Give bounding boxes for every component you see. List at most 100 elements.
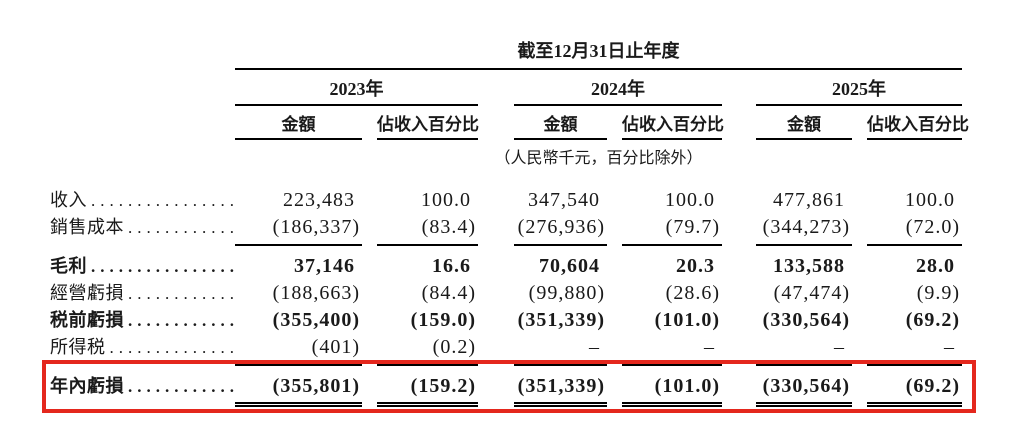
pct-cell: 100.0 — [905, 189, 956, 211]
amount-cell: (276,936) — [514, 214, 607, 246]
period-header-row: 截至12月31日止年度 — [50, 36, 963, 70]
dot-leader: .................................... — [128, 284, 235, 303]
pct-cell: (83.4) — [377, 214, 478, 246]
year-header-row: 2023年 2024年 2025年 — [50, 69, 963, 106]
pct-header-2024: 佔收入百分比 — [622, 105, 724, 140]
financial-table: 截至12月31日止年度 2023年 2024年 2025年 金額 佔收入百分比 … — [50, 36, 969, 407]
spacer — [607, 307, 622, 334]
spacer — [478, 280, 514, 307]
row-cost-of-sales: 銷售成本....................................… — [50, 214, 963, 246]
unit-note: （人民幣千元，百分比除外） — [494, 150, 703, 167]
unit-note-row: （人民幣千元，百分比除外） — [50, 139, 962, 168]
amount-header-2025: 金額 — [756, 105, 852, 140]
spacer — [362, 280, 377, 307]
spacer — [50, 139, 235, 168]
pct-header-2025: 佔收入百分比 — [867, 105, 969, 140]
dot-leader: .................................... — [128, 218, 235, 237]
amount-cell: 37,146 — [294, 255, 355, 277]
amount-cell: 347,540 — [528, 189, 600, 211]
row-label-cell: 銷售成本.................................... — [50, 214, 235, 241]
spacer — [722, 334, 756, 365]
pct-cell: (79.7) — [622, 214, 722, 246]
spacer — [607, 334, 622, 365]
spacer — [478, 105, 514, 139]
amount-cell: – — [756, 334, 852, 366]
spacer — [478, 214, 514, 245]
row-label: 所得税 — [50, 337, 106, 357]
spacer — [852, 105, 867, 139]
amount-cell: 133,588 — [773, 255, 845, 277]
row-label-cell: 收入.................................... — [50, 168, 235, 214]
spacer — [722, 280, 756, 307]
spacer — [362, 307, 377, 334]
amount-cell: (355,801) — [235, 365, 362, 407]
spacer — [478, 307, 514, 334]
row-label-cell: 經營虧損.................................... — [50, 280, 235, 307]
spacer — [852, 307, 867, 334]
year-header-2025: 2025年 — [756, 69, 963, 106]
pct-cell: (9.9) — [916, 282, 961, 304]
row-revenue: 收入.................................... 2… — [50, 168, 962, 214]
amount-cell: (186,337) — [235, 214, 362, 246]
pct-cell: (72.0) — [867, 214, 963, 246]
amount-header-2024: 金額 — [514, 105, 607, 140]
row-label-cell: 税前虧損.................................... — [50, 307, 235, 334]
amount-cell: 477,861 — [773, 189, 845, 211]
spacer — [722, 69, 756, 105]
pct-cell: (101.0) — [654, 309, 720, 331]
pct-cell: (69.2) — [867, 365, 963, 407]
spacer — [478, 168, 514, 214]
spacer — [362, 214, 377, 245]
pct-header-2023: 佔收入百分比 — [377, 105, 479, 140]
pct-cell: (101.0) — [622, 365, 722, 407]
amount-cell: (188,663) — [272, 282, 360, 304]
column-header-row: 金額 佔收入百分比 金額 佔收入百分比 金額 佔收入百分比 — [50, 105, 969, 140]
spacer — [852, 334, 867, 365]
pct-cell: (159.2) — [377, 365, 478, 407]
amount-cell: (351,339) — [514, 365, 607, 407]
spacer — [607, 365, 622, 405]
row-label-cell: 所得税.................................... — [50, 334, 235, 361]
pct-cell: – — [867, 334, 963, 366]
spacer — [852, 280, 867, 307]
spacer — [362, 105, 377, 139]
spacer — [607, 214, 622, 245]
row-label: 銷售成本 — [50, 217, 124, 237]
spacer — [607, 245, 622, 280]
pct-cell: 100.0 — [665, 189, 715, 211]
row-net-loss: 年內虧損....................................… — [50, 365, 963, 407]
row-label: 税前虧損 — [50, 310, 124, 330]
period-header: 截至12月31日止年度 — [235, 36, 963, 70]
spacer — [852, 168, 867, 214]
spacer — [607, 168, 622, 214]
amount-cell: (99,880) — [528, 282, 605, 304]
dot-leader: .................................... — [91, 191, 235, 210]
amount-cell: (355,400) — [272, 309, 360, 331]
spacer — [722, 214, 756, 245]
spacer — [50, 105, 235, 139]
pct-cell: (28.6) — [665, 282, 720, 304]
spacer — [852, 214, 867, 245]
spacer — [607, 105, 622, 139]
spacer — [478, 245, 514, 280]
spacer — [50, 69, 235, 105]
pct-cell: (0.2) — [377, 334, 478, 366]
amount-header-2023: 金額 — [235, 105, 362, 140]
year-header-2024: 2024年 — [514, 69, 722, 106]
amount-cell: (351,339) — [517, 309, 605, 331]
row-label: 毛利 — [50, 256, 87, 276]
spacer — [50, 36, 235, 69]
amount-cell: (344,273) — [756, 214, 852, 246]
spacer — [607, 280, 622, 307]
spacer — [852, 365, 867, 405]
amount-cell: 223,483 — [283, 189, 355, 211]
dot-leader: .................................... — [128, 377, 235, 396]
spacer — [852, 245, 867, 280]
spacer — [362, 245, 377, 280]
row-gross-profit: 毛利.................................... 3… — [50, 245, 962, 280]
dot-leader: .................................... — [128, 311, 235, 330]
spacer — [362, 168, 377, 214]
amount-cell: (330,564) — [762, 309, 850, 331]
row-loss-before-tax: 税前虧損....................................… — [50, 307, 962, 334]
amount-cell: 70,604 — [539, 255, 600, 277]
